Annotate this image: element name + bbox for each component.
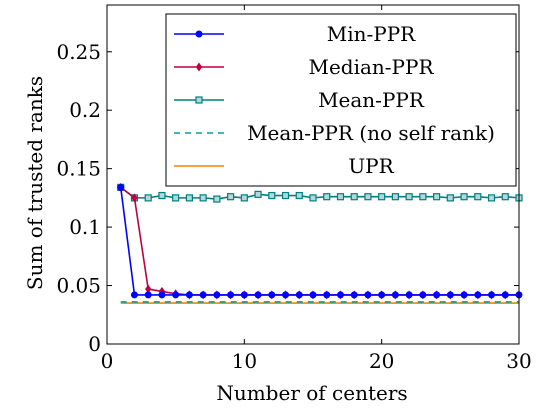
data-point <box>185 194 193 202</box>
y-tick-label: 0 <box>88 332 101 356</box>
data-point <box>419 291 427 299</box>
data-point <box>391 291 399 299</box>
data-point <box>172 194 180 202</box>
data-point <box>254 190 262 198</box>
y-axis-title: Sum of trusted ranks <box>23 76 47 290</box>
data-point <box>364 193 372 201</box>
x-tick-label: 20 <box>369 349 394 373</box>
data-point <box>172 291 180 299</box>
data-point <box>460 193 468 201</box>
data-point <box>378 291 386 299</box>
data-point <box>268 291 276 299</box>
data-point <box>488 291 496 299</box>
data-point <box>309 291 317 299</box>
x-tick-label: 0 <box>101 349 114 373</box>
data-point <box>364 291 372 299</box>
data-point <box>227 291 235 299</box>
data-point <box>144 194 152 202</box>
legend-label: UPR <box>348 154 394 178</box>
data-point <box>501 291 509 299</box>
data-point <box>117 183 125 191</box>
data-point <box>227 193 235 201</box>
legend-marker <box>195 62 203 72</box>
data-point <box>336 193 345 201</box>
data-point <box>309 194 317 202</box>
data-point <box>213 291 221 299</box>
legend-label: Median-PPR <box>308 55 434 79</box>
data-point <box>378 193 386 201</box>
series-line-median-ppr <box>120 186 519 296</box>
data-point <box>281 191 290 200</box>
data-point <box>460 291 468 299</box>
plot-frame <box>106 4 520 345</box>
data-point <box>295 291 303 299</box>
series-line-min-ppr <box>119 187 519 296</box>
data-point <box>501 193 509 201</box>
data-point <box>199 194 207 202</box>
data-point <box>350 193 358 201</box>
data-point <box>213 195 221 203</box>
data-point <box>487 194 496 202</box>
data-point <box>268 191 276 200</box>
x-tick-label: 10 <box>232 349 257 373</box>
series-line-mean-ppr <box>120 186 520 200</box>
data-point <box>185 291 193 299</box>
legend-marker <box>195 30 203 38</box>
x-axis-title: Number of centers <box>216 381 407 405</box>
y-tick-label: 0.15 <box>56 157 101 181</box>
data-point <box>131 193 138 203</box>
data-point <box>254 291 262 299</box>
data-point <box>433 193 441 201</box>
data-point <box>323 193 331 201</box>
x-tick-label: 30 <box>506 349 531 373</box>
data-point <box>158 191 166 200</box>
data-point <box>282 291 290 299</box>
legend-box <box>165 13 517 187</box>
y-tick-label: 0.1 <box>69 215 101 239</box>
data-point <box>336 291 344 299</box>
data-point <box>405 193 413 201</box>
data-point <box>405 291 413 299</box>
data-point <box>240 291 248 299</box>
data-point <box>199 291 207 299</box>
legend-label: Min-PPR <box>327 22 416 46</box>
data-point <box>446 291 454 299</box>
data-point <box>474 291 482 299</box>
data-point <box>419 193 427 201</box>
legend-label: Mean-PPR <box>318 88 425 112</box>
data-point <box>144 291 152 299</box>
data-point <box>240 194 248 202</box>
data-point <box>350 291 358 299</box>
data-point <box>433 291 441 299</box>
y-tick-label: 0.2 <box>69 98 101 122</box>
y-tick-label: 0.05 <box>56 274 101 298</box>
data-point <box>130 291 138 299</box>
data-point <box>474 193 482 201</box>
y-tick-label: 0.25 <box>56 40 101 64</box>
data-point <box>446 194 454 202</box>
data-point <box>158 291 166 299</box>
data-point <box>323 291 331 299</box>
legend-label: Mean-PPR (no self rank) <box>247 121 495 145</box>
data-point <box>295 191 303 200</box>
data-point <box>391 193 399 201</box>
legend-marker <box>195 96 203 104</box>
